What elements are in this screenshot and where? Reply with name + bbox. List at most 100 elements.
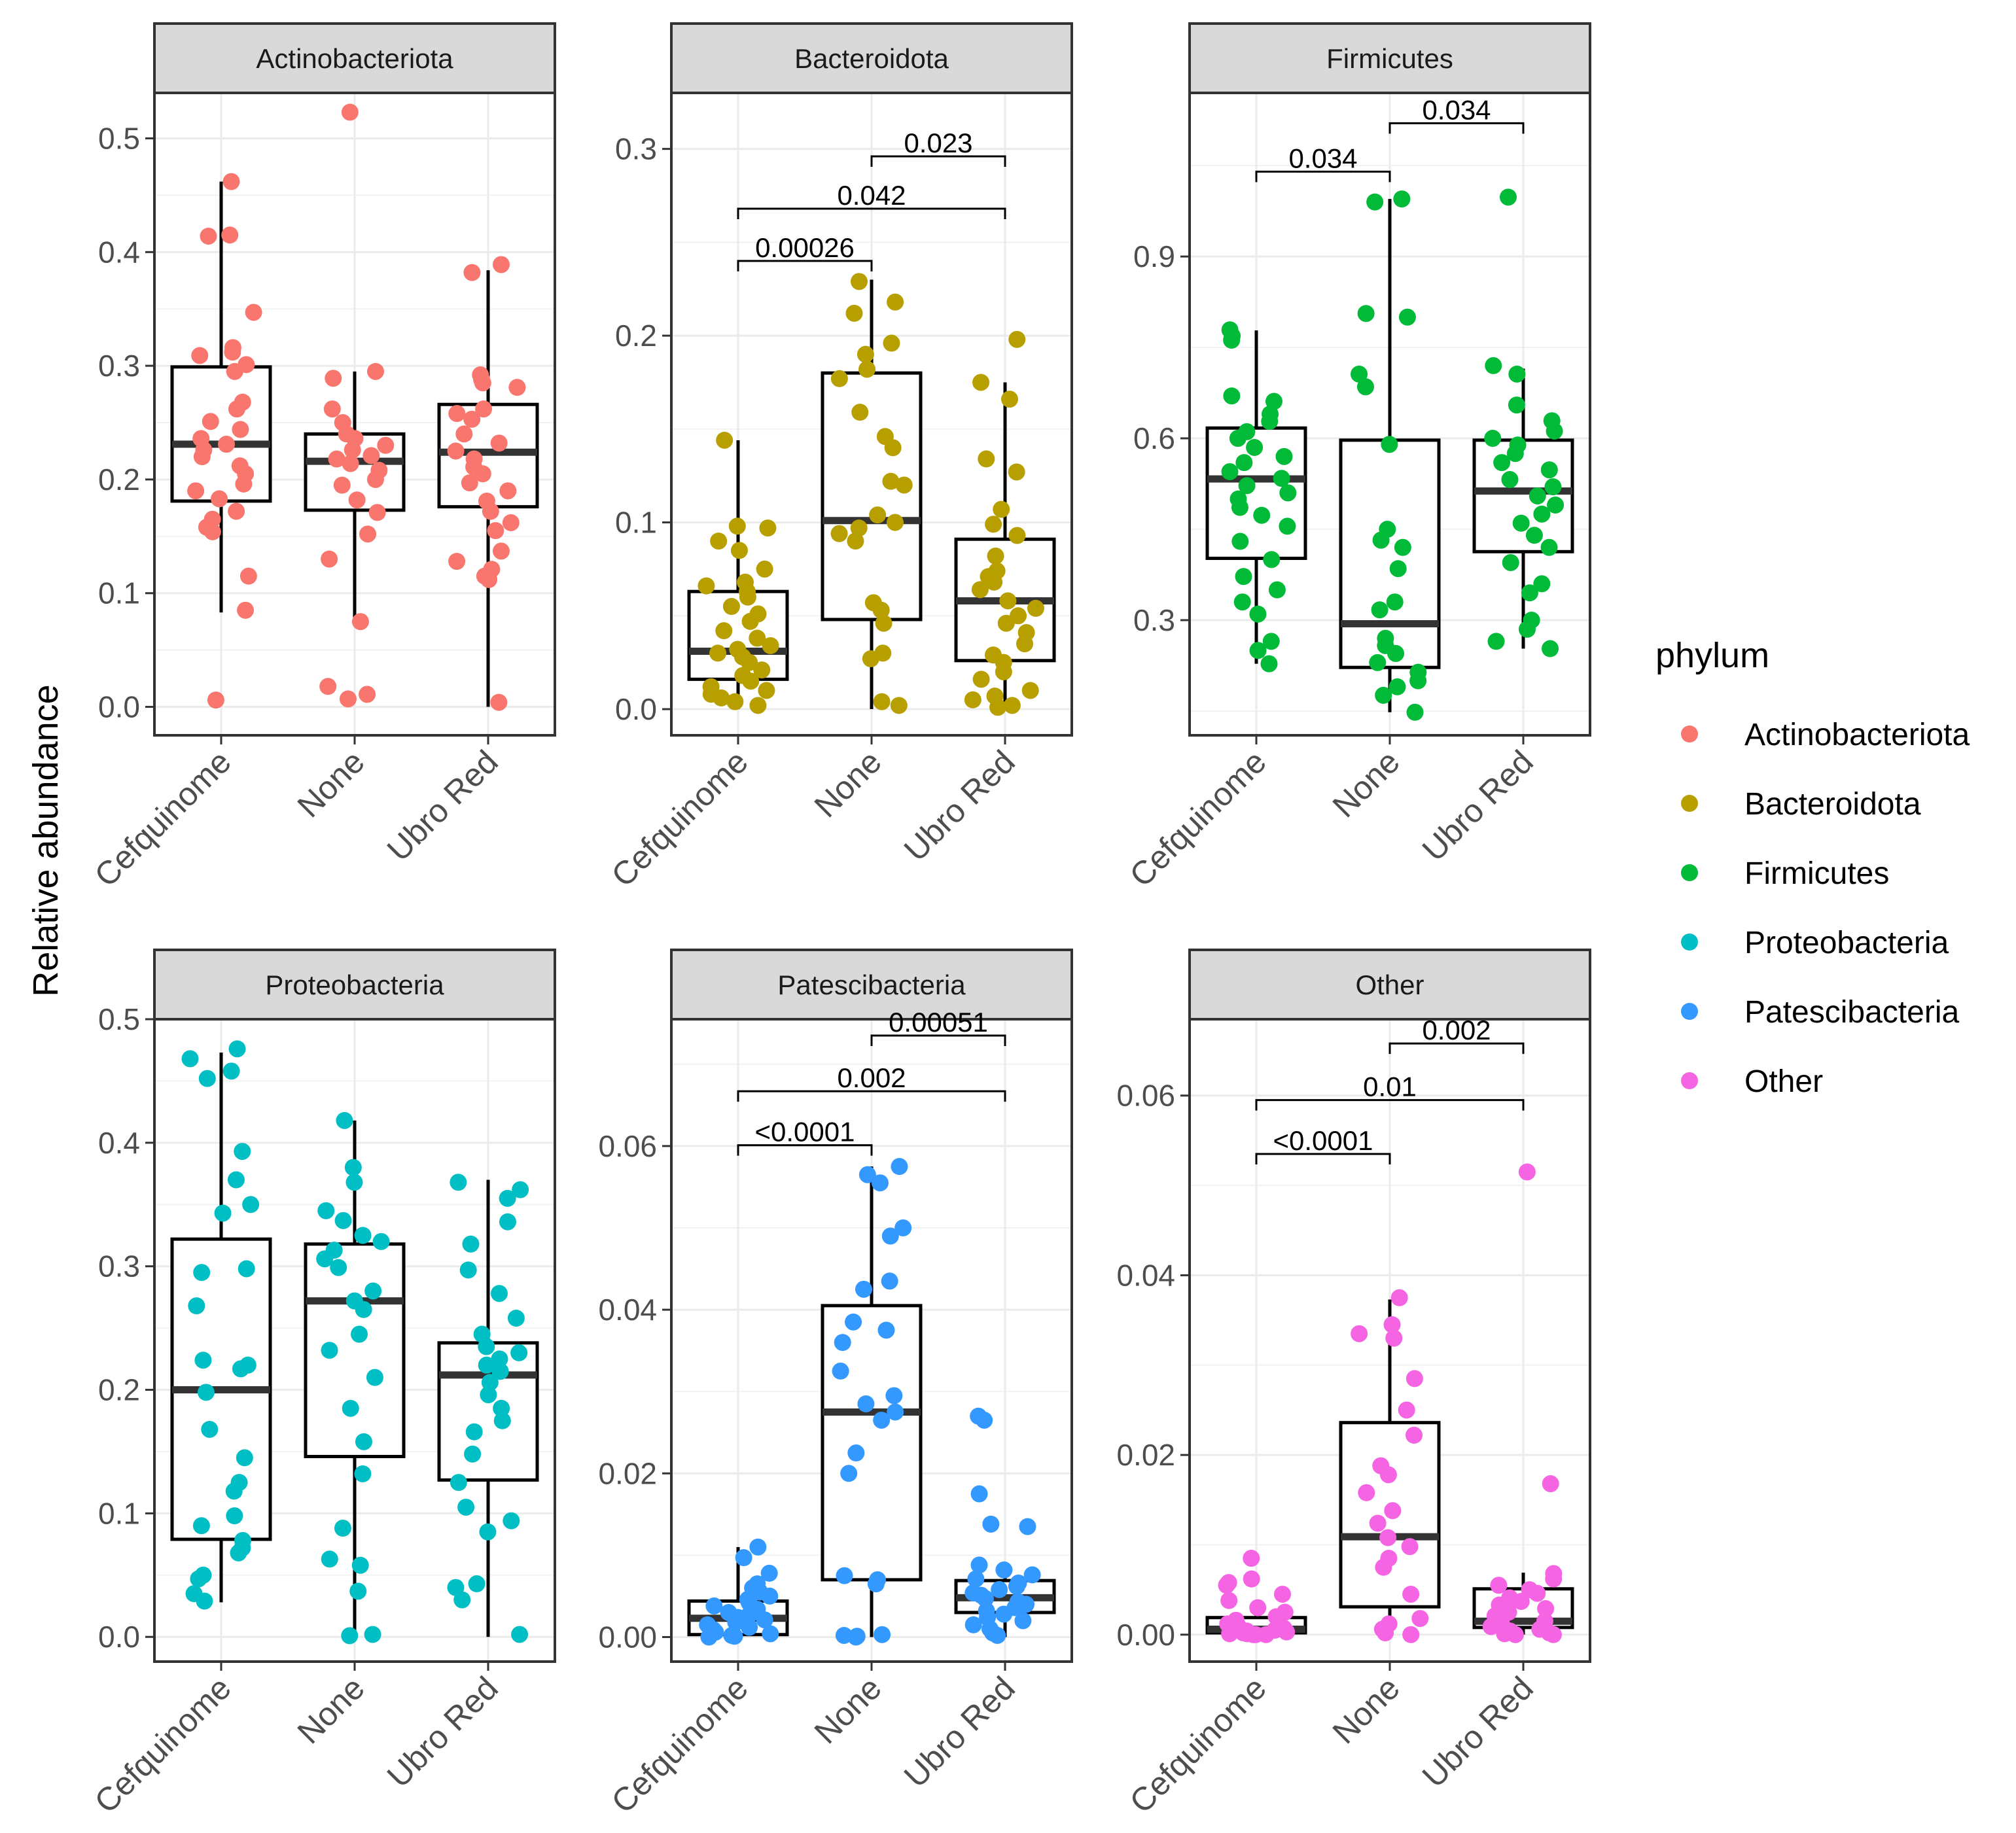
data-point [709,644,727,662]
data-point [726,1628,743,1645]
data-point [1501,471,1519,489]
data-point [1547,496,1565,514]
data-point [448,553,466,570]
data-point [884,439,902,457]
data-point [359,525,377,543]
box-proteobacteria-cefquinome [170,1052,272,1603]
panel-patescibacteria: Patescibacteria 0.00 0.02 0.04 0.06 <0.0001 0.… [598,949,1073,1820]
data-point [1383,1316,1401,1333]
data-point [1521,584,1538,602]
data-point [193,1264,211,1282]
data-point [741,1618,758,1636]
data-point [756,560,773,578]
facet-panels: Actinobacteriota0.00.10.20.30.40.5Cefqui… [88,22,1591,1820]
bracket-line [737,1090,1006,1102]
data-point [710,532,728,550]
box-iqr [821,371,923,621]
data-point [321,1342,338,1359]
data-point [364,1626,381,1643]
data-point [1279,484,1297,502]
data-point [366,470,384,488]
data-point [1384,1502,1402,1520]
data-point [1537,1599,1555,1617]
y-tick-label: 0.6 [1133,421,1175,455]
data-point [871,1174,889,1192]
data-point [316,1250,334,1268]
legend-label: Bacteroidota [1744,787,1921,822]
data-point [492,542,510,560]
data-point [333,476,351,494]
data-point [487,522,504,540]
data-point [894,1219,912,1236]
legend-entry-bacteroidota: Bacteroidota [1681,787,1921,822]
data-point [1021,682,1039,699]
data-point [1377,1624,1394,1642]
p-value-label: <0.0001 [755,1117,855,1147]
legend-entry-patescibacteria: Patescibacteria [1681,995,1959,1030]
data-point [221,226,239,244]
data-point [480,1386,497,1404]
legend: phylum Actinobacteriota Bacteroidota Firmi… [1655,636,1970,1099]
data-point [1268,581,1286,599]
data-point [727,1613,745,1631]
data-point [1487,633,1505,650]
data-point [507,1310,525,1327]
y-tick-label: 0.1 [98,1496,140,1530]
data-point [1369,1514,1387,1532]
data-point [989,699,1007,716]
data-point [187,482,205,500]
data-point [735,1549,752,1567]
data-point [1220,1592,1238,1609]
y-tick-label: 0.06 [598,1129,657,1163]
data-point [450,1474,467,1492]
data-point [211,490,228,508]
data-point [1518,1163,1536,1181]
data-point [985,515,1002,533]
data-point [845,304,863,322]
data-point [976,1590,994,1607]
data-point [995,1605,1013,1623]
box-iqr [304,1242,406,1459]
data-point [192,1517,210,1535]
data-point [1542,640,1559,657]
data-point [459,1261,477,1279]
data-point [705,1597,723,1615]
panel-bacteroidota: Bacteroidota 0.0 0.1 0.2 0.3 0.00026 0.042 0.02… [605,22,1073,894]
p-value-label: 0.023 [904,128,972,158]
data-point [363,447,380,464]
data-point [847,532,864,550]
data-point [749,1538,767,1556]
data-point [873,1411,891,1429]
panel-title-proteobacteria: Proteobacteria [265,969,444,1000]
data-point [321,1550,338,1568]
data-point [698,577,715,595]
data-point [1506,445,1524,463]
y-tick-label: 0.4 [98,235,140,269]
data-point [1003,697,1021,714]
data-point [867,1575,885,1593]
data-point [492,256,510,273]
data-point [972,374,990,391]
box-iqr [1339,438,1441,669]
data-point [1533,575,1551,593]
data-point [858,360,876,378]
comparison-bracket: 0.042 [737,180,1006,219]
data-point [351,1556,369,1574]
data-point [1493,454,1511,472]
data-point [493,1412,511,1429]
data-point [481,1374,499,1391]
data-point [858,1166,876,1183]
data-point [891,1158,908,1176]
data-point [1235,568,1252,585]
data-point [468,1575,486,1593]
data-point [886,514,904,531]
data-point [1546,422,1563,440]
data-point [203,523,221,540]
data-point [224,343,241,361]
y-tick-label: 0.3 [615,132,657,166]
bracket-line [1388,122,1525,134]
data-point [354,1227,372,1244]
data-point [885,1387,903,1405]
